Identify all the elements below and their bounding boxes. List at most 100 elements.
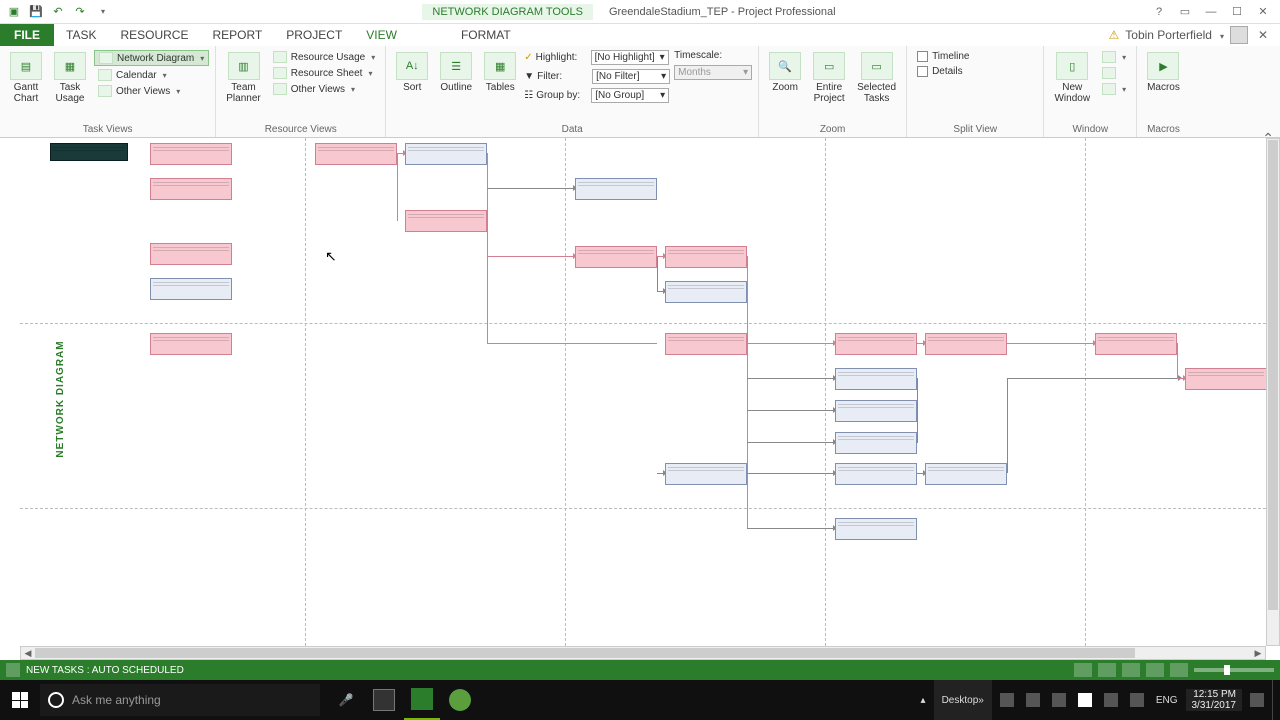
tray-icon-2[interactable] (1022, 680, 1044, 720)
outline-button[interactable]: ☰Outline (436, 50, 476, 95)
qat-customize-icon[interactable] (94, 4, 110, 20)
task-node[interactable] (150, 278, 232, 300)
task-node[interactable] (835, 333, 917, 355)
task-usage-button[interactable]: ▦ Task Usage (50, 50, 90, 106)
scroll-thumb[interactable] (1268, 140, 1278, 610)
task-node[interactable] (665, 333, 747, 355)
task-node[interactable] (835, 400, 917, 422)
tab-view[interactable]: VIEW (354, 24, 409, 46)
user-dropdown-icon[interactable] (1218, 28, 1224, 42)
task-view-icon[interactable] (366, 680, 402, 720)
tray-icon-3[interactable] (1048, 680, 1070, 720)
task-node[interactable] (665, 463, 747, 485)
help-icon[interactable]: ? (1150, 4, 1168, 20)
redo-icon[interactable]: ↷ (72, 4, 88, 20)
view-shortcut-3[interactable] (1122, 663, 1140, 677)
team-planner-button[interactable]: ▥ Team Planner (222, 50, 264, 106)
task-node[interactable] (1185, 368, 1267, 390)
view-shortcut-2[interactable] (1098, 663, 1116, 677)
resource-usage-button[interactable]: Resource Usage (269, 50, 380, 64)
task-node[interactable] (150, 243, 232, 265)
save-icon[interactable]: 💾 (28, 4, 44, 20)
network-diagram-canvas[interactable]: ↖ (20, 138, 1266, 646)
resource-sheet-button[interactable]: Resource Sheet (269, 66, 380, 80)
scroll-left-icon[interactable]: ◀ (21, 647, 35, 659)
task-node[interactable] (575, 246, 657, 268)
search-input[interactable]: Ask me anything (40, 684, 320, 716)
selected-tasks-button[interactable]: ▭Selected Tasks (853, 50, 900, 106)
filter-combo[interactable]: [No Filter]▾ (592, 69, 670, 84)
view-shortcut-4[interactable] (1146, 663, 1164, 677)
onedrive-icon[interactable] (1074, 680, 1096, 720)
task-node[interactable] (835, 368, 917, 390)
scroll-right-icon[interactable]: ▶ (1251, 647, 1265, 659)
file-tab[interactable]: FILE (0, 24, 54, 46)
network-diagram-button[interactable]: Network Diagram (94, 50, 209, 66)
camtasia-icon[interactable] (442, 680, 478, 720)
language-indicator[interactable]: ENG (1152, 680, 1182, 720)
task-node[interactable] (925, 333, 1007, 355)
avatar[interactable] (1230, 26, 1248, 44)
task-node[interactable] (835, 432, 917, 454)
calendar-button[interactable]: Calendar (94, 68, 209, 82)
other-views-button[interactable]: Other Views (94, 84, 209, 98)
horizontal-scrollbar[interactable]: ◀▶ (20, 646, 1266, 660)
user-name[interactable]: Tobin Porterfield (1125, 28, 1212, 42)
task-node[interactable] (50, 143, 128, 161)
close-icon[interactable]: ✕ (1254, 4, 1272, 20)
timeline-checkbox[interactable]: Timeline (913, 50, 973, 63)
scroll-thumb[interactable] (35, 648, 1135, 658)
details-checkbox[interactable]: Details (913, 65, 973, 78)
task-node[interactable] (575, 178, 657, 200)
ribbon-display-icon[interactable]: ▭ (1176, 4, 1194, 20)
zoom-button[interactable]: 🔍Zoom (765, 50, 805, 95)
start-button[interactable] (0, 680, 40, 720)
task-node[interactable] (150, 178, 232, 200)
highlight-combo[interactable]: [No Highlight]▾ (591, 50, 669, 65)
view-shortcut-1[interactable] (1074, 663, 1092, 677)
tab-report[interactable]: REPORT (200, 24, 274, 46)
entire-project-button[interactable]: ▭Entire Project (809, 50, 849, 106)
zoom-knob[interactable] (1224, 665, 1230, 675)
task-node[interactable] (665, 246, 747, 268)
show-desktop-button[interactable] (1272, 680, 1278, 720)
tray-icon-1[interactable] (996, 680, 1018, 720)
task-node[interactable] (315, 143, 397, 165)
view-shortcut-5[interactable] (1170, 663, 1188, 677)
action-center-icon[interactable] (1246, 680, 1268, 720)
undo-icon[interactable]: ↶ (50, 4, 66, 20)
vertical-scrollbar[interactable] (1266, 138, 1280, 646)
volume-icon[interactable] (1126, 680, 1148, 720)
status-icon[interactable] (6, 663, 20, 677)
hide-button[interactable] (1098, 82, 1130, 96)
clock[interactable]: 12:15 PM 3/31/2017 (1186, 689, 1243, 711)
gantt-chart-button[interactable]: ▤ Gantt Chart (6, 50, 46, 106)
zoom-slider[interactable] (1194, 668, 1274, 672)
tab-project[interactable]: PROJECT (274, 24, 354, 46)
task-node[interactable] (665, 281, 747, 303)
task-node[interactable] (405, 210, 487, 232)
task-node[interactable] (150, 143, 232, 165)
minimize-icon[interactable]: — (1202, 4, 1220, 20)
tray-overflow-icon[interactable]: ▴ (917, 680, 930, 720)
task-node[interactable] (405, 143, 487, 165)
project-app-icon[interactable] (404, 680, 440, 720)
macros-button[interactable]: ▶Macros (1143, 50, 1184, 95)
sort-button[interactable]: A↓Sort (392, 50, 432, 95)
tables-button[interactable]: ▦Tables (480, 50, 520, 95)
new-window-button[interactable]: ▯New Window (1050, 50, 1094, 106)
task-node[interactable] (835, 463, 917, 485)
task-node[interactable] (150, 333, 232, 355)
mic-icon[interactable]: 🎤 (328, 680, 364, 720)
maximize-icon[interactable]: ☐ (1228, 4, 1246, 20)
other-views-2-button[interactable]: Other Views (269, 82, 380, 96)
inner-close-icon[interactable]: ✕ (1254, 27, 1272, 43)
group-combo[interactable]: [No Group]▾ (591, 88, 669, 103)
network-icon[interactable] (1100, 680, 1122, 720)
tab-task[interactable]: TASK (54, 24, 108, 46)
tab-format[interactable]: FORMAT (449, 24, 523, 46)
switch-windows-button[interactable] (1098, 50, 1130, 64)
task-node[interactable] (1095, 333, 1177, 355)
arrange-button[interactable] (1098, 66, 1130, 80)
task-node[interactable] (835, 518, 917, 540)
